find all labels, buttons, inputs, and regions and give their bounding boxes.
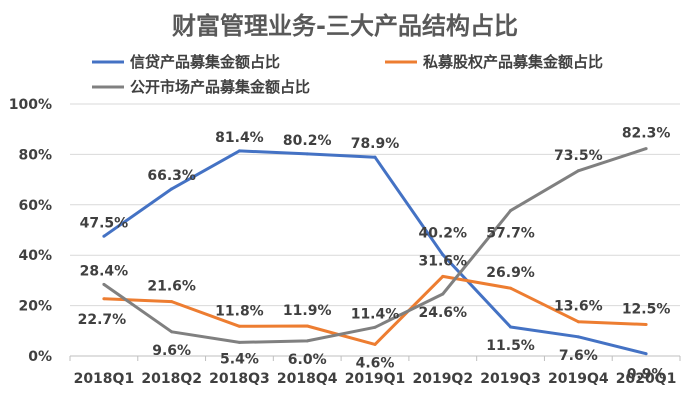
data-label: 66.3% [147, 168, 196, 184]
data-label: 11.4% [351, 306, 400, 322]
x-tick-label: 2018Q2 [141, 371, 202, 387]
data-point [509, 286, 513, 290]
data-point [576, 169, 580, 173]
data-point [373, 325, 377, 329]
data-point [237, 340, 241, 344]
data-point [576, 320, 580, 324]
data-point [373, 155, 377, 159]
y-tick-label: 0% [28, 349, 52, 365]
data-label: 0.9% [627, 367, 666, 383]
data-point [170, 187, 174, 191]
data-point [576, 335, 580, 339]
x-tick-label: 2018Q3 [209, 371, 270, 387]
y-tick-label: 100% [9, 97, 52, 113]
legend-label: 私募股权产品募集金额占比 [422, 53, 603, 71]
data-point [373, 342, 377, 346]
data-point [237, 149, 241, 153]
data-label: 21.6% [147, 279, 196, 295]
y-tick-label: 20% [18, 299, 52, 315]
y-tick-label: 60% [18, 198, 52, 214]
data-label: 47.5% [80, 215, 129, 231]
x-tick-label: 2019Q1 [345, 371, 406, 387]
data-point [441, 274, 445, 278]
data-point [305, 152, 309, 156]
data-label: 13.6% [554, 299, 603, 315]
data-label: 57.7% [486, 226, 535, 242]
legend-label: 信贷产品募集金额占比 [130, 53, 280, 71]
data-point [170, 300, 174, 304]
data-point [170, 330, 174, 334]
data-point [305, 324, 309, 328]
x-tick-label: 2018Q1 [74, 371, 135, 387]
data-point [509, 325, 513, 329]
data-label: 31.6% [418, 253, 467, 269]
data-label: 40.2% [418, 226, 467, 242]
data-label: 11.9% [283, 303, 332, 319]
data-label: 11.8% [215, 303, 264, 319]
x-tick-label: 2019Q4 [548, 371, 609, 387]
data-label: 81.4% [215, 130, 264, 146]
y-tick-label: 80% [18, 147, 52, 163]
data-label: 12.5% [622, 302, 671, 318]
data-label: 7.6% [559, 348, 598, 364]
data-point [305, 339, 309, 343]
data-label: 6.0% [288, 352, 327, 368]
data-label: 26.9% [486, 265, 535, 281]
x-tick-label: 2018Q4 [277, 371, 338, 387]
x-tick-label: 2019Q2 [412, 371, 473, 387]
data-label: 4.6% [356, 355, 395, 371]
data-point [102, 282, 106, 286]
data-point [644, 323, 648, 326]
data-label: 80.2% [283, 133, 332, 149]
data-point [102, 297, 106, 301]
legend-label: 公开市场产品募集金额占比 [130, 78, 310, 96]
data-label: 73.5% [554, 148, 603, 164]
data-point [441, 253, 445, 257]
data-point [644, 147, 648, 151]
data-label: 78.9% [351, 136, 400, 152]
data-point [509, 209, 513, 213]
data-label: 9.6% [152, 343, 191, 359]
data-point [237, 324, 241, 328]
data-label: 82.3% [622, 126, 671, 142]
data-point [644, 352, 648, 356]
data-point [102, 234, 106, 238]
chart-title: 财富管理业务-三大产品结构占比 [172, 12, 518, 40]
x-tick-label: 2020Q1 [616, 371, 677, 387]
x-tick-label: 2019Q3 [480, 371, 541, 387]
data-label: 24.6% [418, 305, 467, 321]
data-label: 5.4% [220, 351, 259, 367]
y-tick-label: 40% [18, 248, 52, 264]
data-label: 28.4% [80, 263, 129, 279]
data-label: 22.7% [78, 312, 127, 328]
data-point [441, 292, 445, 296]
data-label: 11.5% [486, 338, 535, 354]
